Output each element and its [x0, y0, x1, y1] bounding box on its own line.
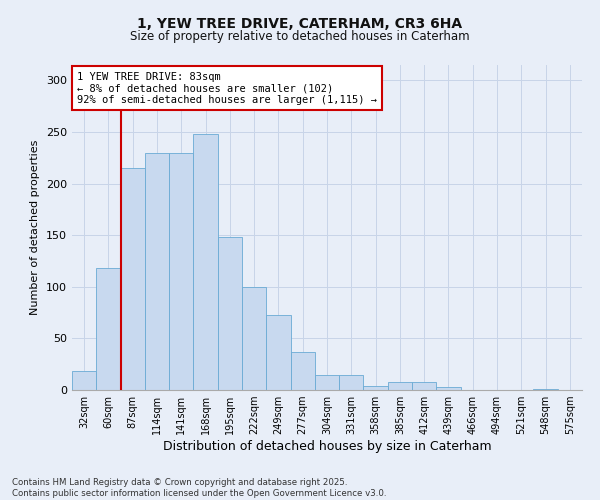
Bar [242, 287, 266, 390]
Bar [533, 389, 558, 390]
Text: Size of property relative to detached houses in Caterham: Size of property relative to detached ho… [130, 30, 470, 43]
Bar [169, 152, 193, 390]
Bar [193, 134, 218, 390]
Bar [218, 238, 242, 390]
Y-axis label: Number of detached properties: Number of detached properties [31, 140, 40, 315]
Bar [121, 168, 145, 390]
Text: 1 YEW TREE DRIVE: 83sqm
← 8% of detached houses are smaller (102)
92% of semi-de: 1 YEW TREE DRIVE: 83sqm ← 8% of detached… [77, 72, 377, 104]
Bar [145, 152, 169, 390]
Bar [290, 352, 315, 390]
Bar [436, 387, 461, 390]
Bar [96, 268, 121, 390]
Text: Contains HM Land Registry data © Crown copyright and database right 2025.
Contai: Contains HM Land Registry data © Crown c… [12, 478, 386, 498]
Bar [364, 386, 388, 390]
Bar [266, 314, 290, 390]
Bar [72, 372, 96, 390]
Text: 1, YEW TREE DRIVE, CATERHAM, CR3 6HA: 1, YEW TREE DRIVE, CATERHAM, CR3 6HA [137, 18, 463, 32]
Bar [412, 382, 436, 390]
X-axis label: Distribution of detached houses by size in Caterham: Distribution of detached houses by size … [163, 440, 491, 453]
Bar [339, 374, 364, 390]
Bar [315, 374, 339, 390]
Bar [388, 382, 412, 390]
